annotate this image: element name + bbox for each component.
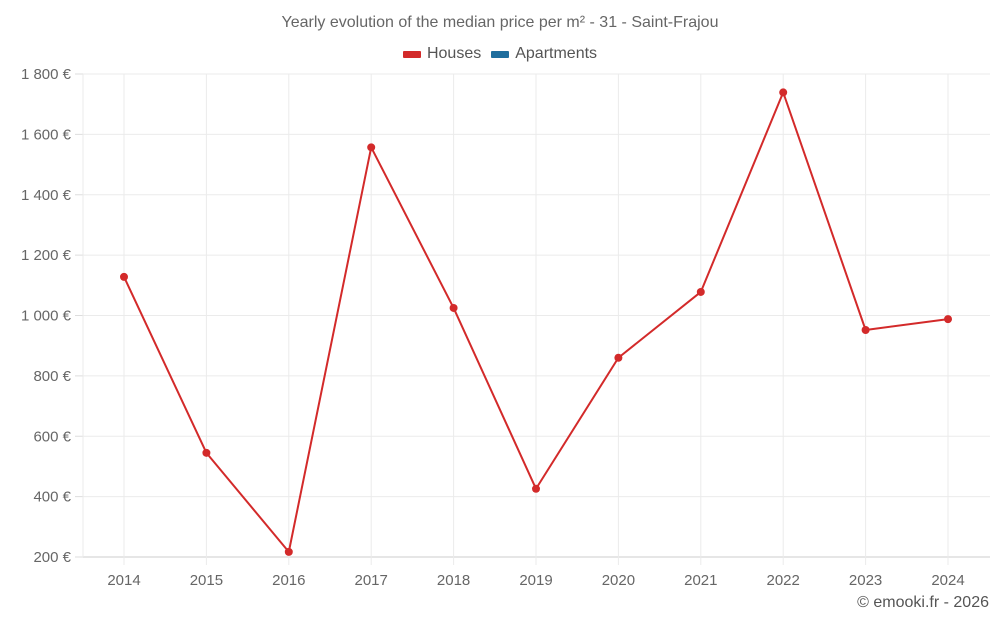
legend-label-houses: Houses [426,45,482,62]
y-tick-label: 400 € [33,489,71,506]
data-point[interactable] [861,325,870,334]
legend-item-houses[interactable]: Houses [402,45,482,63]
data-point[interactable] [944,315,952,324]
x-tick-label: 2024 [931,572,964,589]
legend-swatch-apartments [491,50,510,58]
x-axis: 2014 2015 2016 2017 2018 2019 2020 2021 2022 2023… [107,572,964,589]
legend: Houses Apartments [0,45,1000,63]
legend-label-apartments: Apartments [515,45,598,62]
data-point[interactable] [367,143,376,152]
y-tick-label: 1 800 € [21,66,72,83]
x-tick-label: 2020 [602,572,635,589]
x-tick-label: 2016 [272,572,305,589]
y-tick-label: 1 200 € [21,247,72,264]
chart-title: Yearly evolution of the median price per… [281,14,719,31]
x-tick-label: 2014 [107,572,140,589]
x-tick-label: 2017 [355,572,388,589]
data-point[interactable] [284,547,293,556]
x-tick-label: 2018 [437,572,470,589]
y-tick-label: 1 600 € [21,126,72,143]
x-tick-label: 2023 [849,572,882,589]
y-tick-label: 800 € [33,368,71,385]
data-point[interactable] [779,88,788,97]
legend-item-apartments[interactable]: Apartments [491,45,597,63]
data-point[interactable] [696,287,705,296]
data-point[interactable] [449,303,458,312]
x-tick-label: 2021 [684,572,717,589]
grid-lines [75,73,990,565]
y-tick-label: 600 € [33,428,71,445]
data-point[interactable] [202,448,211,457]
y-axis: 200 € 400 € 600 € 800 € 1 000 € 1 200 € 1 400 … [21,66,72,566]
series-houses [120,88,952,556]
x-tick-label: 2015 [190,572,223,589]
data-point[interactable] [614,353,623,362]
x-tick-label: 2019 [519,572,552,589]
x-tick-label: 2022 [767,572,800,589]
data-point[interactable] [120,272,128,281]
copyright-credit: © emooki.fr - 2026 [857,594,989,611]
legend-swatch-houses [402,50,421,58]
y-tick-label: 1 000 € [21,308,72,325]
y-tick-label: 1 400 € [21,187,72,204]
y-tick-label: 200 € [33,549,71,566]
data-point[interactable] [532,484,540,493]
